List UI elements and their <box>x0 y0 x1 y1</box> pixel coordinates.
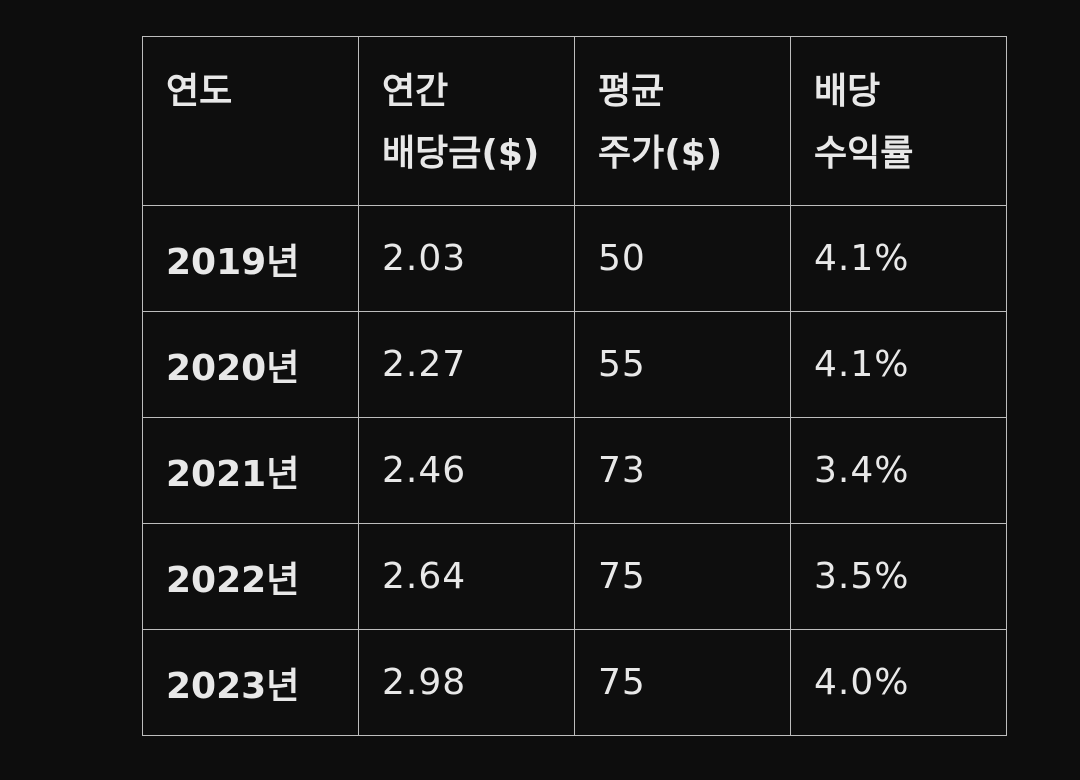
header-row: 연도 연간 배당금($) 평균 주가($) 배당 수익률 <box>142 36 1007 206</box>
table-row: 2019년 2.03 50 4.1% <box>142 205 1007 312</box>
header-text: 배당금($) <box>382 133 540 174</box>
table-head: 연도 연간 배당금($) 평균 주가($) 배당 수익률 <box>142 36 1007 206</box>
header-text: 연도 <box>166 71 233 112</box>
header-text: 수익률 <box>814 133 914 174</box>
year-cell: 2021년 <box>142 417 359 524</box>
value-cell: 2.46 <box>358 417 575 524</box>
header-text: 배당 <box>814 71 881 112</box>
year-cell: 2022년 <box>142 523 359 630</box>
value-cell: 4.0% <box>790 629 1007 736</box>
table-row: 2021년 2.46 73 3.4% <box>142 417 1007 524</box>
value-cell: 4.1% <box>790 311 1007 418</box>
value-cell: 75 <box>574 629 791 736</box>
table-body: 2019년 2.03 50 4.1% 2020년 2.27 55 4.1% 2021년 2.46 7… <box>142 205 1007 736</box>
value-cell: 3.4% <box>790 417 1007 524</box>
dividend-table: 연도 연간 배당금($) 평균 주가($) 배당 수익률 2019년 2.03 50 4.1% 20… <box>142 36 1007 736</box>
year-cell: 2023년 <box>142 629 359 736</box>
value-cell: 55 <box>574 311 791 418</box>
value-cell: 2.98 <box>358 629 575 736</box>
header-cell: 연도 <box>142 36 359 206</box>
value-cell: 75 <box>574 523 791 630</box>
value-cell: 4.1% <box>790 205 1007 312</box>
year-cell: 2020년 <box>142 311 359 418</box>
value-cell: 50 <box>574 205 791 312</box>
table-row: 2023년 2.98 75 4.0% <box>142 629 1007 736</box>
value-cell: 2.64 <box>358 523 575 630</box>
value-cell: 3.5% <box>790 523 1007 630</box>
year-cell: 2019년 <box>142 205 359 312</box>
value-cell: 73 <box>574 417 791 524</box>
table-row: 2022년 2.64 75 3.5% <box>142 523 1007 630</box>
header-text: 평균 <box>598 71 665 112</box>
header-text: 주가($) <box>598 133 723 174</box>
header-text: 연간 <box>382 71 449 112</box>
value-cell: 2.03 <box>358 205 575 312</box>
table-row: 2020년 2.27 55 4.1% <box>142 311 1007 418</box>
value-cell: 2.27 <box>358 311 575 418</box>
